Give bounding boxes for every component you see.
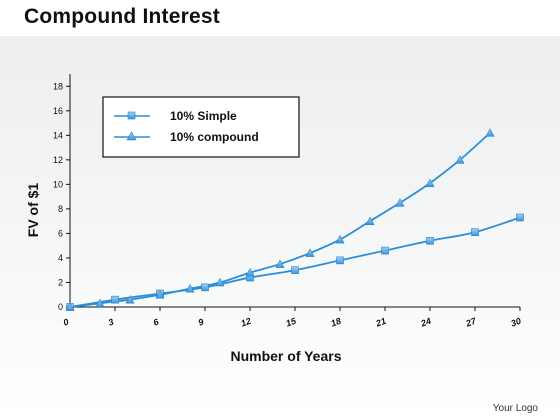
- x-tick-label: 6: [152, 316, 161, 327]
- y-tick-label: 12: [53, 155, 63, 165]
- data-point-compound: [65, 302, 75, 311]
- data-point-simple: [426, 236, 434, 245]
- data-point-simple: [291, 266, 299, 275]
- x-tick-label: 18: [330, 316, 343, 329]
- data-point-simple: [336, 256, 344, 265]
- legend-frame: [102, 96, 300, 158]
- data-point-compound: [335, 234, 345, 244]
- data-point-simple: [381, 246, 389, 255]
- x-tick-label: 30: [510, 316, 523, 329]
- x-tick-label: 9: [197, 317, 205, 328]
- data-point-compound: [305, 248, 315, 257]
- data-point-compound: [455, 155, 465, 164]
- x-axis-label: Number of Years: [230, 348, 341, 364]
- x-tick-label: 0: [62, 317, 70, 328]
- y-tick-label: 16: [53, 106, 63, 116]
- logo-text: Your Logo: [492, 403, 538, 414]
- legend-marker-compound: [126, 131, 137, 141]
- legend-label-simple: 10% Simple: [170, 109, 237, 123]
- page-title: Compound Interest: [24, 5, 220, 28]
- data-point-compound: [155, 290, 165, 299]
- y-tick-label: 10: [53, 179, 63, 189]
- y-axis-label: FV of $1: [25, 183, 41, 238]
- data-point-compound: [365, 216, 375, 225]
- y-tick-label: 4: [58, 253, 63, 263]
- data-point-compound: [425, 178, 435, 187]
- y-tick-label: 18: [53, 81, 63, 91]
- legend: 10% Simple 10% compound: [102, 96, 300, 158]
- series-line-simple: [69, 216, 521, 308]
- data-point-simple: [471, 228, 479, 236]
- title-bar: Compound Interest: [0, 0, 560, 36]
- data-point-compound: [395, 198, 405, 207]
- x-tick-label: 21: [374, 316, 388, 329]
- data-point-compound: [125, 295, 135, 304]
- legend-label-compound: 10% compound: [170, 130, 259, 144]
- y-tick-label: 6: [58, 228, 63, 238]
- x-tick-label: 24: [419, 316, 433, 329]
- data-point-compound: [485, 128, 495, 137]
- y-tick-label: 2: [58, 277, 63, 287]
- y-tick-label: 14: [53, 130, 63, 140]
- data-point-compound: [215, 277, 225, 287]
- data-point-simple: [201, 283, 209, 292]
- x-tick-label: 27: [464, 315, 479, 329]
- data-point-compound: [95, 298, 105, 308]
- data-point-compound: [245, 268, 255, 277]
- x-tick-label: 3: [107, 317, 115, 328]
- x-tick-label: 15: [285, 315, 299, 328]
- data-point-compound: [275, 259, 285, 268]
- data-point-simple: [516, 213, 524, 222]
- x-tick-label: 12: [240, 316, 253, 329]
- data-point-simple: [111, 295, 119, 304]
- y-tick-label: 0: [58, 302, 63, 312]
- y-tick-label: 8: [58, 204, 63, 214]
- legend-marker-simple: [127, 111, 136, 120]
- series-line-compound: [69, 132, 491, 308]
- data-point-compound: [185, 283, 195, 293]
